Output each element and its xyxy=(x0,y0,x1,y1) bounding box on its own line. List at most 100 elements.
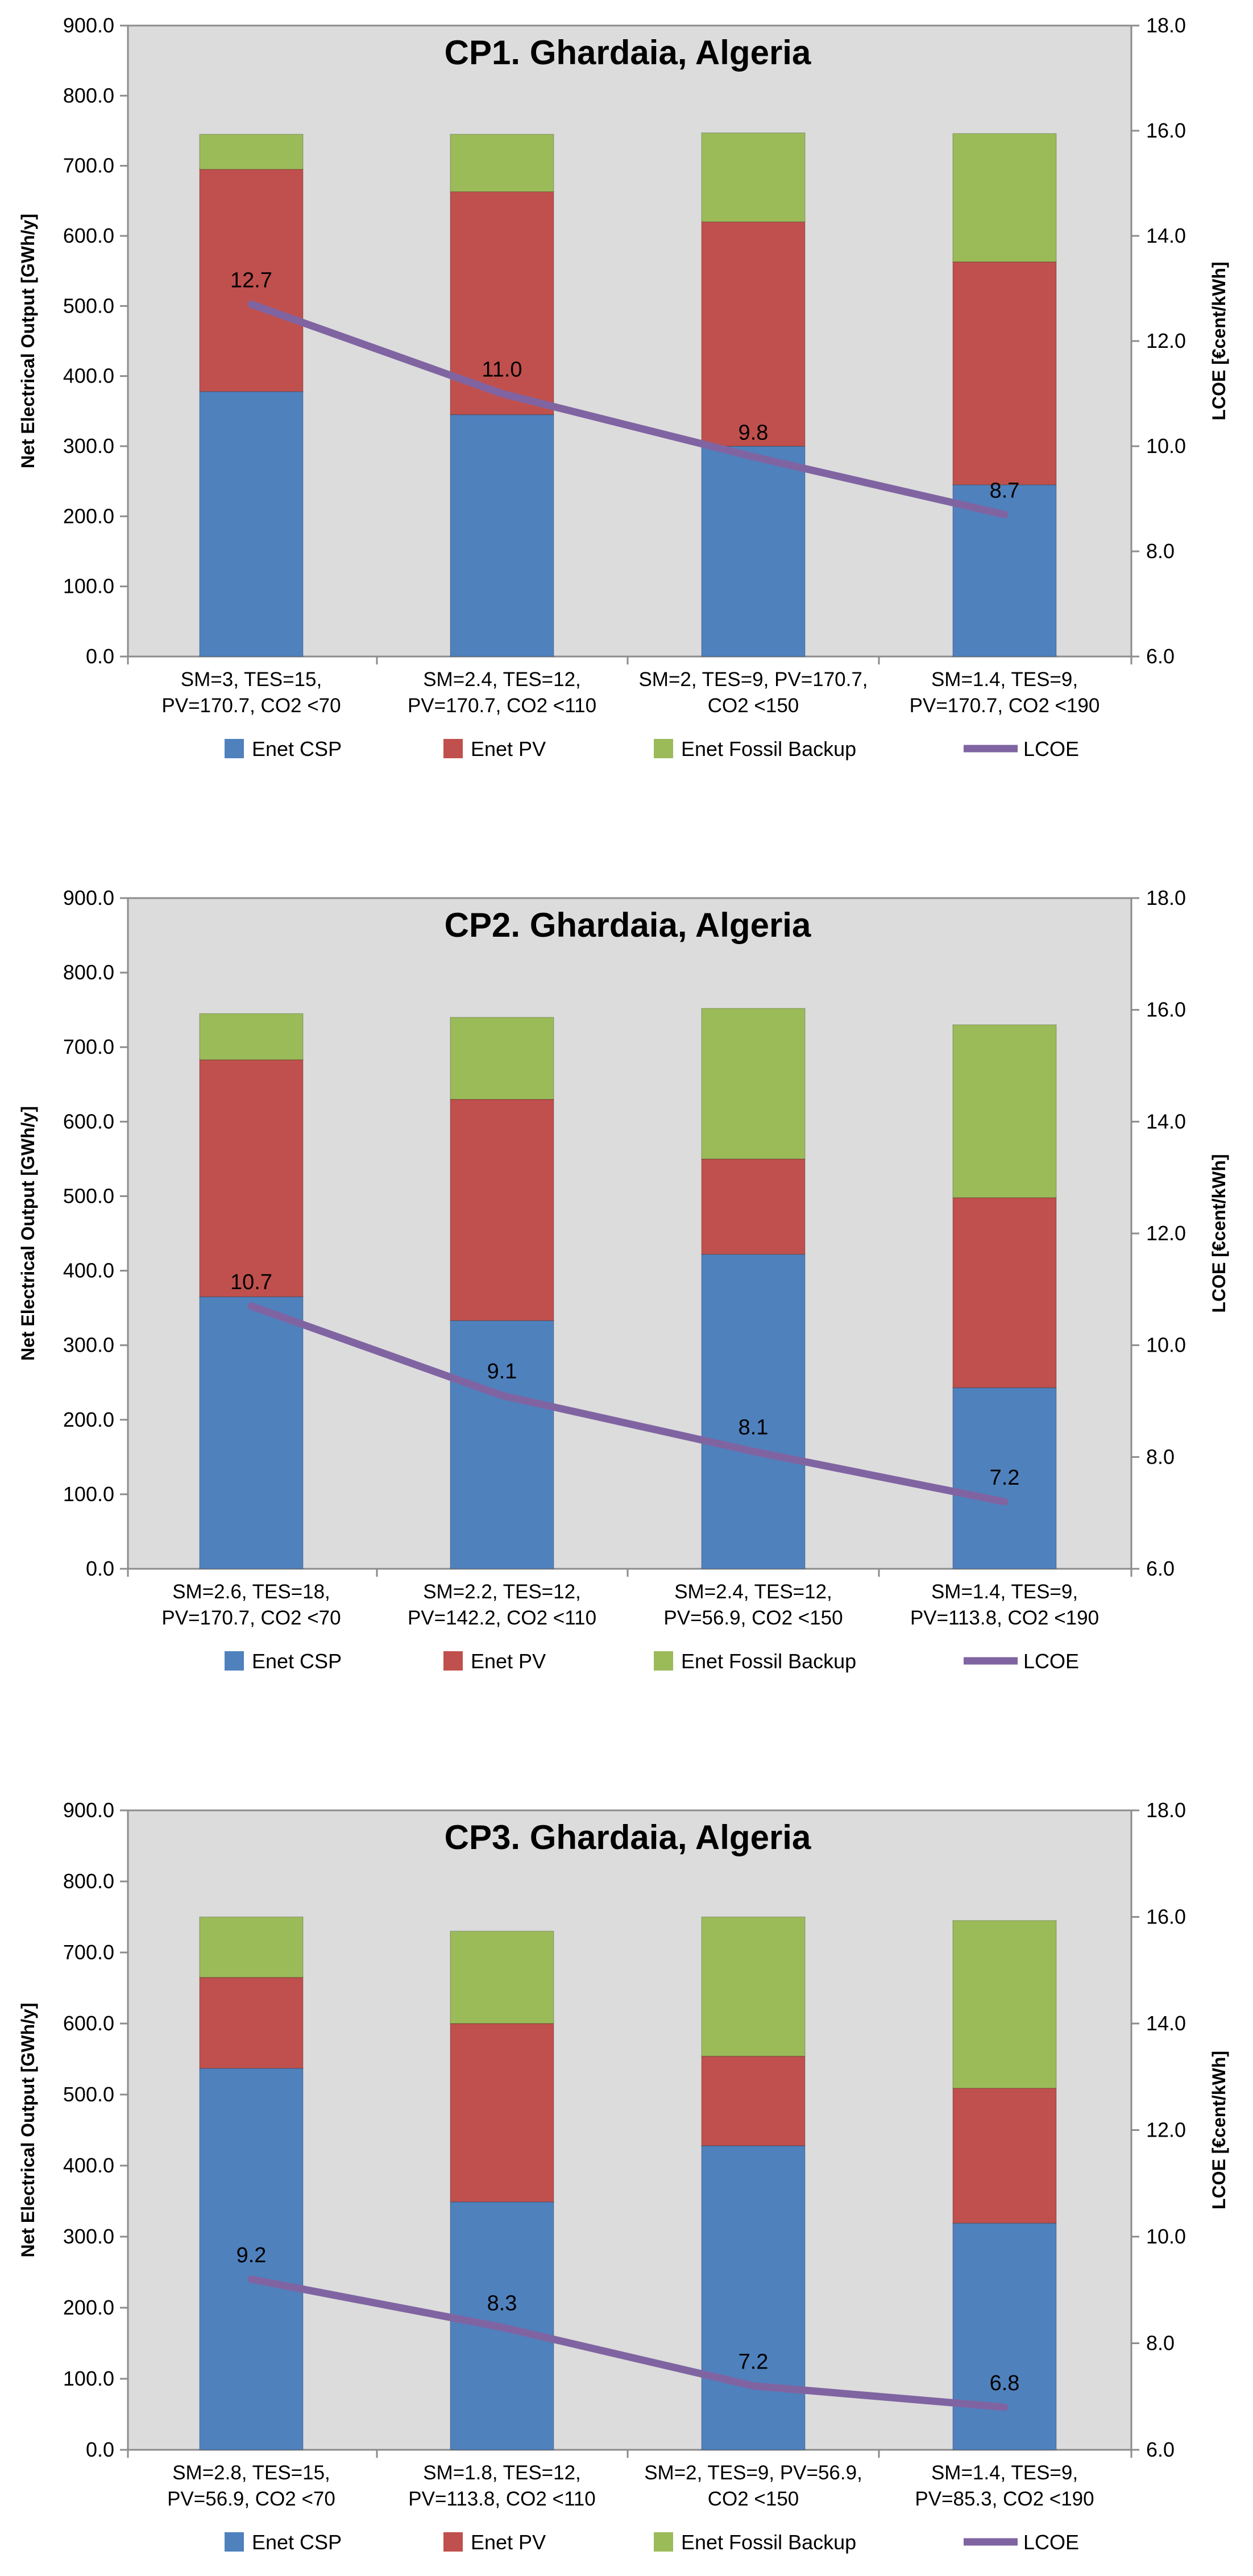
x-category-label: PV=170.7, CO2 <70 xyxy=(161,1607,341,1629)
y-tick-label: 300.0 xyxy=(63,1333,114,1357)
x-category-label: PV=113.8, CO2 <110 xyxy=(408,2488,596,2510)
y2-axis-title: LCOE [€cent/kWh] xyxy=(1209,1154,1229,1312)
lcoe-data-label: 8.1 xyxy=(738,1416,769,1440)
y-tick-label: 500.0 xyxy=(63,294,114,317)
bar-enet-csp xyxy=(450,414,554,657)
legend-enet-fossil-backup-label: Enet Fossil Backup xyxy=(681,2531,856,2554)
y2-tick-label: 14.0 xyxy=(1146,1110,1186,1133)
bar-enet-fossil-backup xyxy=(450,134,554,193)
y-tick-label: 400.0 xyxy=(63,364,114,388)
y-tick-label: 0.0 xyxy=(86,2438,114,2461)
legend-enet-fossil-backup-swatch xyxy=(654,739,673,758)
y2-tick-label: 18.0 xyxy=(1146,886,1186,909)
bar-enet-fossil-backup xyxy=(701,132,806,223)
bar-enet-pv xyxy=(199,169,304,392)
y-axis-title: Net Electrical Output [GWh/y] xyxy=(18,2002,38,2257)
bar-enet-csp xyxy=(199,2068,304,2450)
legend-enet-fossil-backup-swatch xyxy=(654,1651,673,1671)
y-tick-label: 800.0 xyxy=(63,84,114,107)
bar-enet-csp xyxy=(701,2145,806,2450)
lcoe-data-label: 9.2 xyxy=(237,2243,267,2267)
legend-lcoe-label: LCOE xyxy=(1023,2531,1079,2554)
legend-lcoe-label: LCOE xyxy=(1023,1650,1079,1673)
x-category-label: CO2 <150 xyxy=(708,2488,799,2510)
y2-tick-label: 18.0 xyxy=(1146,1798,1186,1822)
lcoe-data-label: 9.1 xyxy=(487,1360,517,1383)
y-tick-label: 700.0 xyxy=(63,154,114,177)
x-category-label: SM=2.4, TES=12, xyxy=(674,1581,832,1603)
bar-enet-fossil-backup xyxy=(701,1008,806,1160)
bar-enet-csp xyxy=(450,1320,554,1569)
y2-tick-label: 6.0 xyxy=(1146,645,1175,668)
y2-tick-label: 10.0 xyxy=(1146,1333,1186,1357)
x-category-label: PV=56.9, CO2 <150 xyxy=(663,1607,843,1629)
bar-enet-fossil-backup xyxy=(450,1930,554,2024)
bar-enet-fossil-backup xyxy=(952,1024,1057,1198)
bar-enet-pv xyxy=(450,1099,554,1322)
lcoe-line xyxy=(247,2275,1009,2411)
x-category-label: PV=56.9, CO2 <70 xyxy=(167,2488,335,2510)
chart-title: CP1. Ghardaia, Algeria xyxy=(445,34,811,72)
x-category-label: SM=2.2, TES=12, xyxy=(423,1581,581,1603)
bar-enet-pv xyxy=(952,261,1057,485)
y-tick-label: 0.0 xyxy=(86,1557,114,1580)
legend-enet-csp-label: Enet CSP xyxy=(252,1650,342,1673)
y-tick-label: 200.0 xyxy=(63,1408,114,1431)
bar-enet-pv xyxy=(450,2023,554,2203)
y2-tick-label: 6.0 xyxy=(1146,1557,1175,1580)
lcoe-data-label: 9.8 xyxy=(738,421,769,445)
x-category-label: PV=170.7, CO2 <190 xyxy=(910,695,1100,717)
bar-enet-csp xyxy=(952,484,1057,657)
y-tick-label: 0.0 xyxy=(86,645,114,668)
y2-tick-label: 10.0 xyxy=(1146,2225,1186,2248)
y-tick-label: 500.0 xyxy=(63,1184,114,1207)
y2-tick-label: 10.0 xyxy=(1146,434,1186,458)
lcoe-data-label: 8.3 xyxy=(487,2291,517,2315)
bar-enet-fossil-backup xyxy=(199,1916,304,1978)
legend-enet-pv-swatch xyxy=(443,739,463,758)
bar-enet-csp xyxy=(199,391,304,657)
legend-enet-csp-label: Enet CSP xyxy=(252,737,342,761)
y-tick-label: 700.0 xyxy=(63,1941,114,1964)
y2-tick-label: 16.0 xyxy=(1146,1905,1186,1929)
y2-tick-label: 8.0 xyxy=(1146,539,1175,563)
bar-enet-pv xyxy=(952,1197,1057,1389)
y2-tick-label: 8.0 xyxy=(1146,2332,1175,2355)
bar-enet-fossil-backup xyxy=(199,134,304,170)
y-tick-label: 800.0 xyxy=(63,1869,114,1893)
y-tick-label: 400.0 xyxy=(63,1259,114,1282)
lcoe-data-label: 7.2 xyxy=(738,2350,769,2374)
chart-panel-3: 0.0 100.0 200.0 300.0 400.0 500.0 600.0 700.0 80… xyxy=(18,1798,1229,2554)
x-category-label: SM=2.4, TES=12, xyxy=(423,668,581,691)
x-category-label: PV=170.7, CO2 <70 xyxy=(161,695,341,717)
y2-tick-label: 16.0 xyxy=(1146,998,1186,1021)
y2-tick-label: 14.0 xyxy=(1146,2012,1186,2035)
x-category-label: SM=1.8, TES=12, xyxy=(423,2462,581,2484)
x-category-label: CO2 <150 xyxy=(708,695,799,717)
legend-enet-fossil-backup-swatch xyxy=(654,2532,673,2552)
x-category-label: SM=2.6, TES=18, xyxy=(172,1581,330,1603)
y2-tick-label: 8.0 xyxy=(1146,1445,1175,1468)
legend-enet-csp-swatch xyxy=(225,2532,244,2552)
lcoe-data-label: 11.0 xyxy=(482,358,522,382)
legend-enet-pv-label: Enet PV xyxy=(471,1650,546,1673)
bar-enet-fossil-backup xyxy=(450,1017,554,1100)
y-tick-label: 600.0 xyxy=(63,1110,114,1133)
y-tick-label: 100.0 xyxy=(63,2367,114,2390)
x-category-label: SM=2, TES=9, PV=56.9, xyxy=(644,2462,862,2484)
y-tick-label: 900.0 xyxy=(63,1798,114,1822)
y-tick-label: 600.0 xyxy=(63,224,114,247)
lcoe-data-label: 12.7 xyxy=(230,268,272,292)
x-category-label: PV=170.7, CO2 <110 xyxy=(408,695,596,717)
y-axis-title: Net Electrical Output [GWh/y] xyxy=(18,1106,38,1361)
y2-tick-label: 6.0 xyxy=(1146,2438,1175,2461)
y-tick-label: 100.0 xyxy=(63,1482,114,1506)
y-tick-label: 600.0 xyxy=(63,2012,114,2035)
chart-title: CP2. Ghardaia, Algeria xyxy=(445,906,811,944)
chart-panel-1: 0.0 100.0 200.0 300.0 400.0 500.0 600.0 700.0 80… xyxy=(18,14,1229,761)
x-category-label: SM=2, TES=9, PV=170.7, xyxy=(638,668,868,691)
legend-enet-csp-label: Enet CSP xyxy=(252,2531,342,2554)
bar-enet-pv xyxy=(701,2055,806,2146)
y-tick-label: 200.0 xyxy=(63,2296,114,2319)
chart-panel-2: 0.0 100.0 200.0 300.0 400.0 500.0 600.0 700.0 80… xyxy=(18,886,1229,1673)
